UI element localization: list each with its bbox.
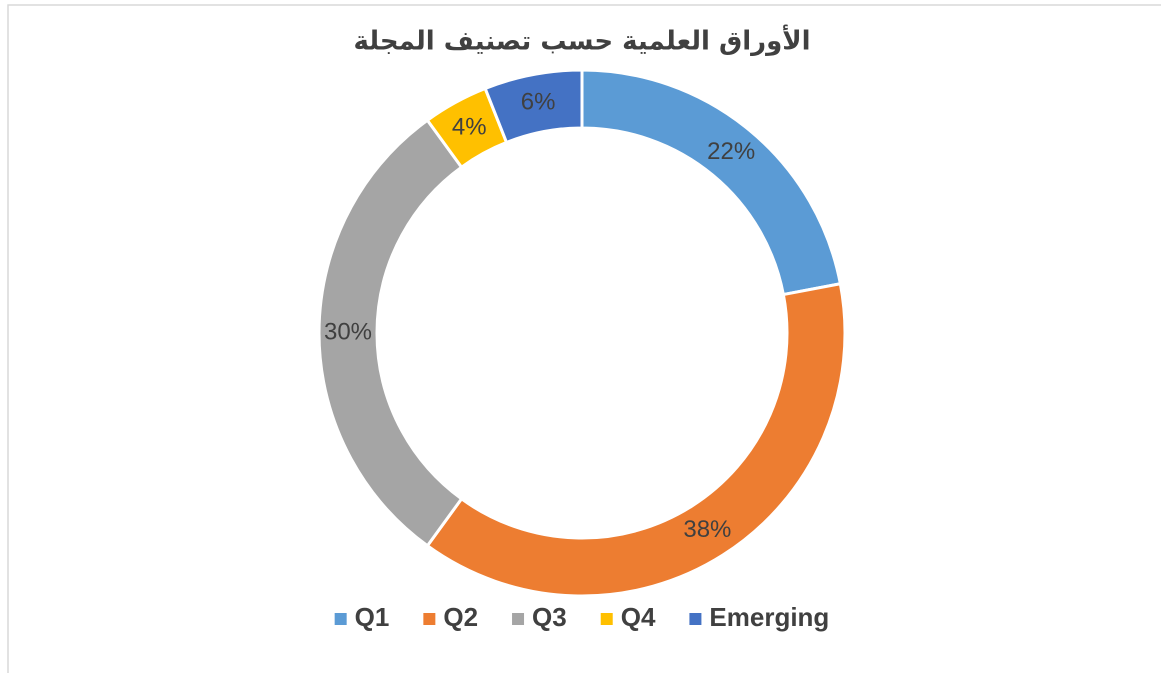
legend-swatch (423, 613, 436, 625)
data-label: 6% (521, 88, 556, 115)
legend-label: Emerging (709, 602, 829, 632)
data-label: 30% (324, 318, 372, 345)
data-label: 4% (452, 113, 487, 140)
legend-label: Q3 (532, 602, 567, 632)
legend-label: Q4 (621, 602, 656, 632)
donut-slice (425, 281, 847, 598)
data-label: 38% (683, 516, 731, 543)
legend-swatch (600, 613, 613, 625)
donut-slice (483, 68, 584, 145)
legend-swatch (512, 613, 525, 625)
legend-label: Q1 (355, 602, 390, 632)
legend-label: Q2 (443, 602, 478, 632)
legend-swatch (334, 613, 347, 625)
legend-swatch (689, 613, 702, 625)
chart-title: الأوراق العلمية حسب تصنيف المجلة (353, 25, 810, 57)
data-label: 22% (707, 138, 755, 165)
